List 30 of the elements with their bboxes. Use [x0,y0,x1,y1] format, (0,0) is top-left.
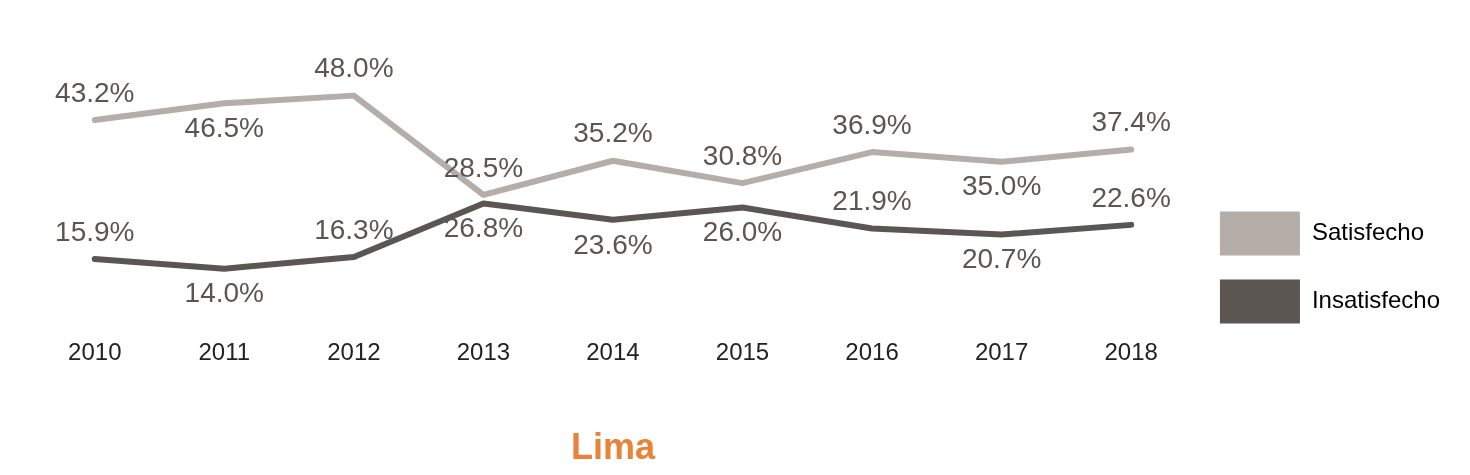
data-label: 16.3% [314,213,394,245]
x-tick-label: 2016 [845,338,899,366]
data-label: 26.8% [443,212,524,244]
data-label: 30.8% [702,139,783,171]
x-tick-label: 2017 [974,338,1029,366]
legend-label: Satisfecho [1311,218,1424,246]
data-label: 35.2% [573,117,653,149]
legend-label: Insatisfecho [1311,286,1440,314]
data-label: 36.9% [832,108,912,140]
data-label: 35.0% [961,170,1042,202]
x-tick-label: 2013 [456,338,511,366]
data-label: 26.0% [702,216,783,248]
data-label: 23.6% [573,228,653,260]
x-tick-label: 2010 [68,338,122,366]
x-tick-label: 2015 [715,338,770,366]
x-axis-title: Lima [570,426,656,468]
data-label: 21.9% [832,185,912,217]
data-label: 28.5% [443,151,524,183]
x-tick-label: 2011 [198,338,251,366]
x-tick-label: 2018 [1104,338,1158,366]
data-label: 15.9% [55,215,135,247]
x-tick-label: 2014 [586,338,640,366]
data-label: 14.0% [184,277,265,309]
data-label: 22.6% [1091,181,1171,213]
x-tick-label: 2012 [327,338,381,366]
data-label: 46.5% [184,111,265,143]
data-label: 37.4% [1091,106,1171,138]
data-label: 48.0% [314,52,394,84]
data-label: 20.7% [961,243,1042,275]
data-label: 43.2% [55,76,135,108]
